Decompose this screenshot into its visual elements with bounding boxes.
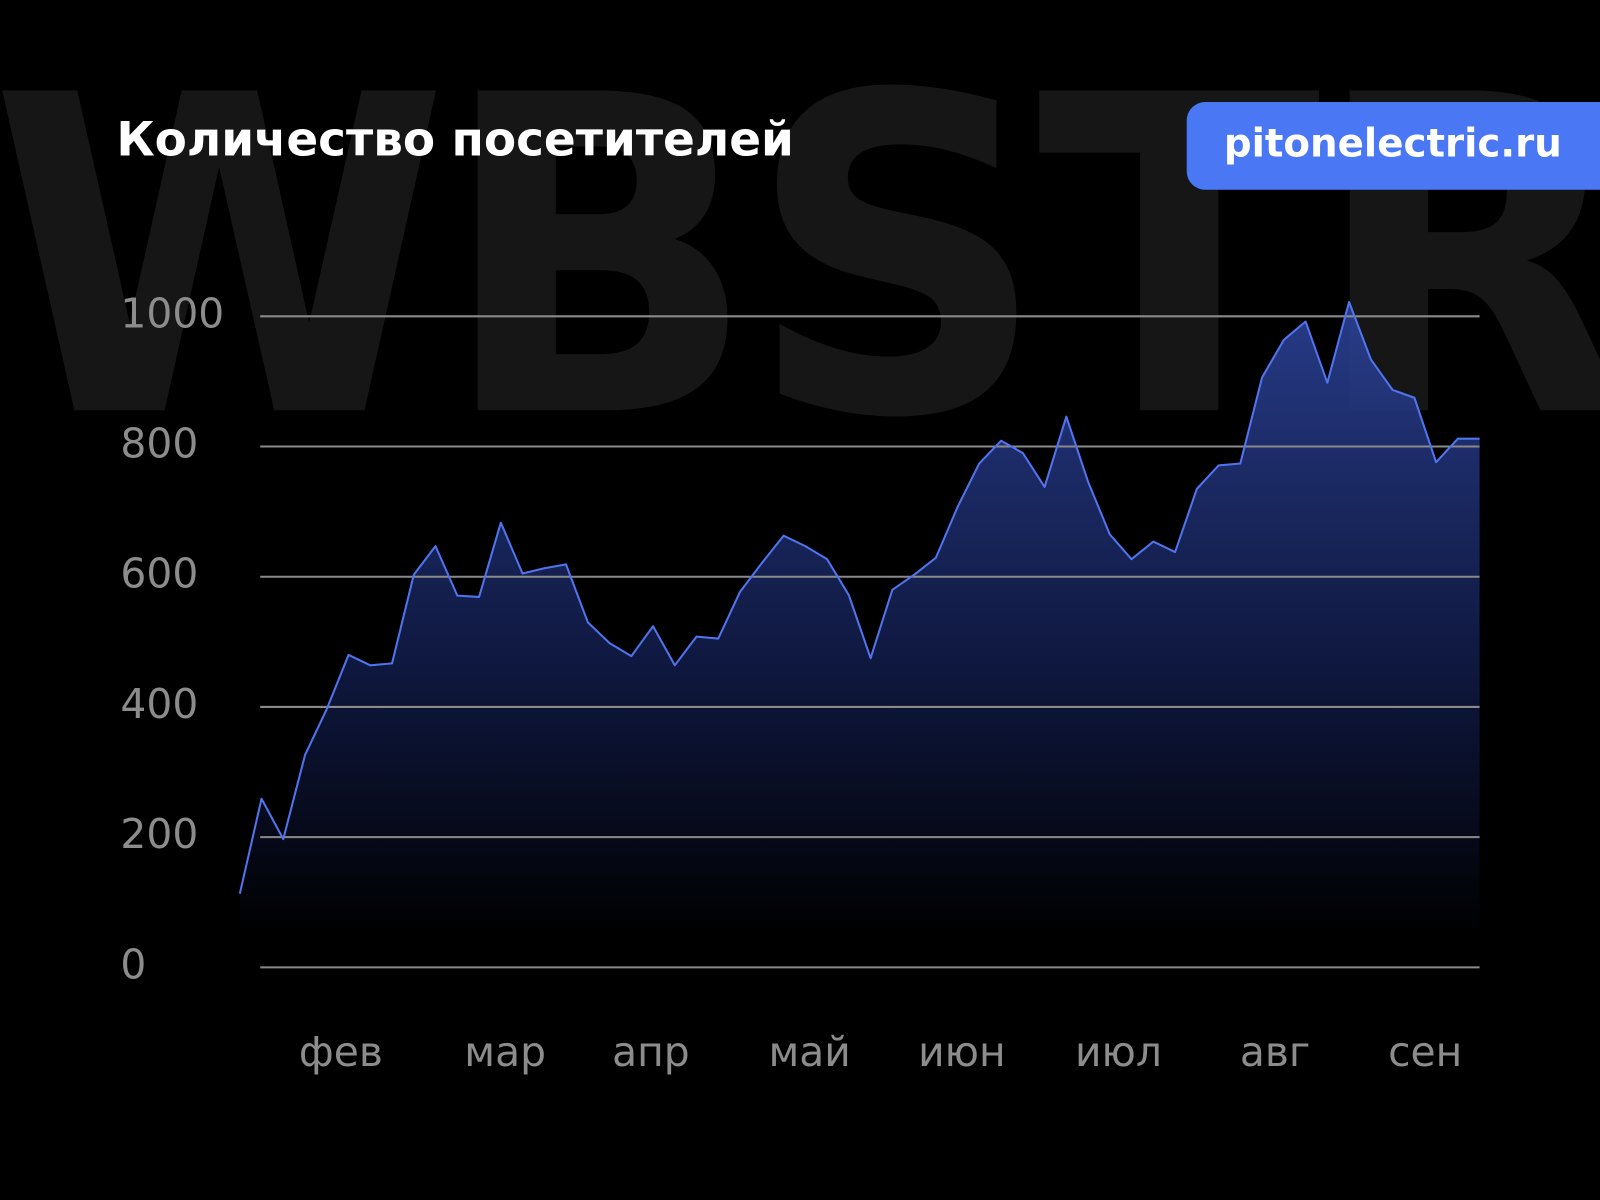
area <box>239 302 1480 968</box>
x-tick-label: июн <box>918 1028 1006 1076</box>
x-tick-label: мар <box>464 1028 546 1076</box>
y-tick-label: 0 <box>120 940 146 988</box>
badge-bg <box>1186 102 1600 190</box>
chart-title: Количество посетителей <box>116 112 794 167</box>
x-tick-label: май <box>769 1028 851 1076</box>
badge: pitonelectric.ru <box>1224 121 1562 166</box>
y-tick-label: 600 <box>120 550 198 598</box>
x-tick-label: апр <box>612 1028 690 1076</box>
y-tick-label: 200 <box>120 810 198 858</box>
y-tick-label: 1000 <box>120 289 224 337</box>
line <box>238 301 1480 895</box>
x-tick-label: авг <box>1240 1028 1310 1076</box>
y-tick-label: 800 <box>120 420 198 468</box>
y-tick-label: 400 <box>120 680 198 728</box>
x-tick-label: июл <box>1075 1028 1162 1076</box>
plot: 0 200 400 600 800 1000 фев мар апр май июн июл авг се… <box>120 289 1480 1076</box>
x-tick-label: сен <box>1388 1028 1462 1076</box>
x-tick-label: фев <box>299 1028 383 1076</box>
